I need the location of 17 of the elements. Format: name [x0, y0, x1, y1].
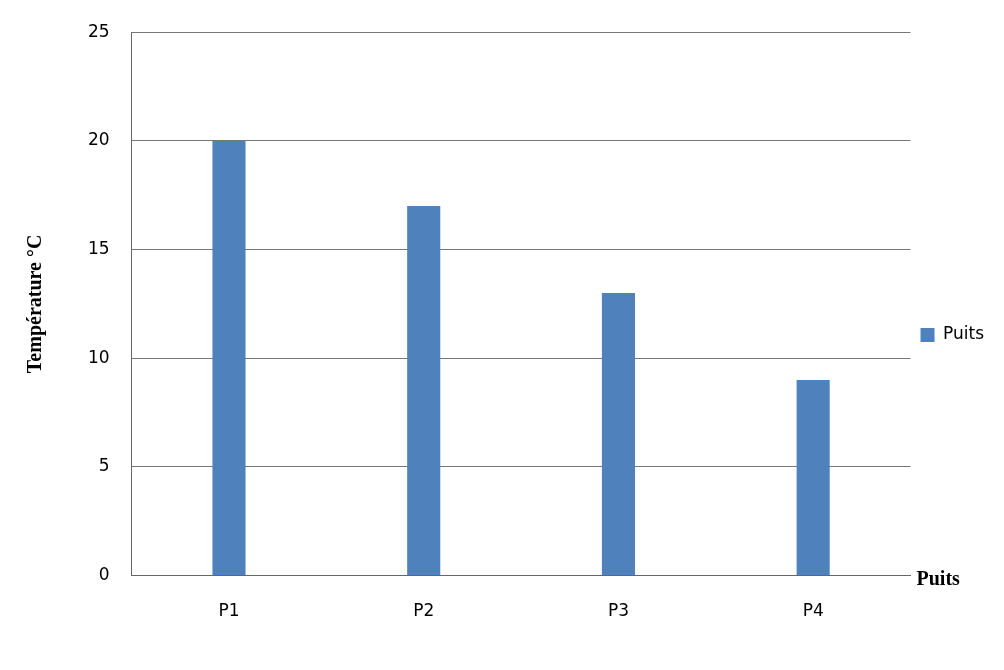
- x-axis-title: Puits: [916, 566, 961, 589]
- legend-label: Puits: [943, 323, 985, 344]
- bar: [796, 379, 830, 576]
- y-tick-label: 5: [98, 455, 110, 476]
- y-tick-label: 0: [98, 564, 110, 585]
- y-axis-title: Température °C: [23, 234, 47, 374]
- x-tick-label: P4: [802, 600, 824, 621]
- y-tick-label: 25: [87, 20, 110, 41]
- x-tick-label: P3: [607, 600, 629, 621]
- y-tick-label: 10: [87, 346, 110, 367]
- y-tick-label: 20: [87, 129, 110, 150]
- bar: [212, 140, 246, 576]
- y-tick-label: 15: [87, 237, 110, 258]
- bar: [407, 206, 441, 576]
- bar: [601, 293, 635, 576]
- x-tick-label: P2: [413, 600, 435, 621]
- x-tick-label: P1: [218, 600, 240, 621]
